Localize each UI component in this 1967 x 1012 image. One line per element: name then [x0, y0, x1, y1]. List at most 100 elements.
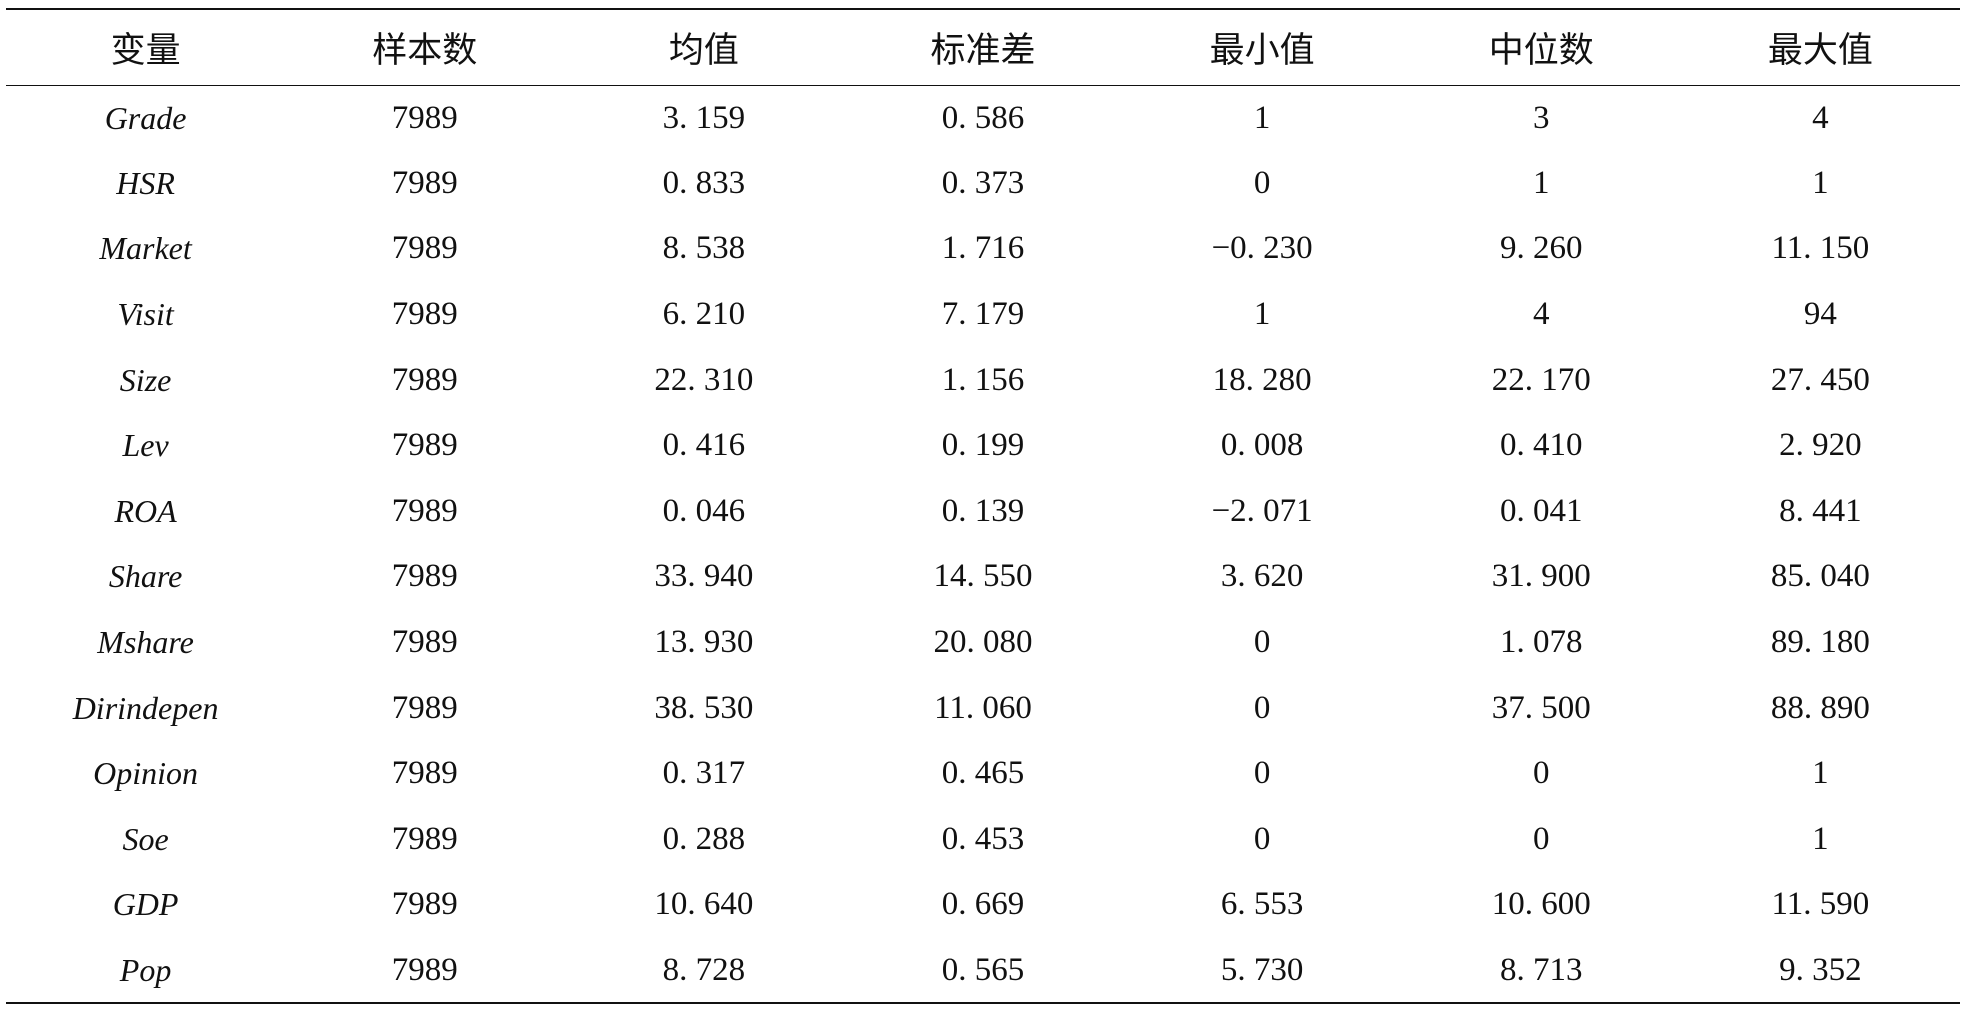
cell-variable: Size: [119, 361, 172, 398]
cell-max: 8. 441: [1779, 492, 1862, 529]
cell-min: 0: [1253, 689, 1271, 726]
stats-table: 变量 样本数 均值 标准差 最小值 中位数 最大值 Grade 7989 3. 15…: [6, 8, 1960, 1004]
cell-mean: 13. 930: [654, 624, 754, 661]
table-row: Share 7989 33. 940 14. 550 3. 620 31. 900 85. …: [6, 544, 1960, 610]
table-row: Market 7989 8. 538 1. 716 −0. 230 9. 260 11. 1…: [6, 216, 1960, 282]
cell-min: 0. 008: [1220, 427, 1304, 464]
cell-std-dev: 1. 716: [941, 230, 1025, 267]
cell-median: 3: [1533, 99, 1550, 136]
cell-variable: Pop: [119, 951, 172, 988]
cell-max: 11. 590: [1771, 886, 1870, 923]
cell-variable: Visit: [117, 296, 174, 333]
descriptive-statistics-table: 变量 样本数 均值 标准差 最小值 中位数 最大值 Grade 7989 3. 15…: [6, 8, 1960, 1004]
cell-mean: 6. 210: [662, 296, 746, 333]
cell-sample-size: 7989: [391, 689, 458, 726]
cell-std-dev: 0. 199: [941, 427, 1025, 464]
cell-std-dev: 0. 453: [941, 820, 1025, 857]
table-row: Lev 7989 0. 416 0. 199 0. 008 0. 410 2. 920: [6, 413, 1960, 479]
cell-sample-size: 7989: [391, 886, 458, 923]
cell-min: 1: [1253, 99, 1271, 136]
table-row: Size 7989 22. 310 1. 156 18. 280 22. 170 27. 4…: [6, 347, 1960, 413]
cell-max: 4: [1812, 99, 1829, 136]
cell-sample-size: 7989: [391, 296, 458, 333]
header-variable: 变量: [110, 30, 181, 71]
cell-max: 85. 040: [1770, 558, 1870, 595]
cell-variable: HSR: [116, 164, 175, 201]
cell-median: 0: [1533, 755, 1550, 792]
cell-min: −0. 230: [1211, 230, 1313, 267]
table-row: Grade 7989 3. 159 0. 586 1 3 4: [6, 85, 1960, 151]
table-row: Visit 7989 6. 210 7. 179 1 4 94: [6, 282, 1960, 348]
cell-variable: GDP: [112, 886, 179, 923]
header-max: 最大值: [1767, 30, 1873, 71]
cell-min: 1: [1253, 296, 1271, 333]
cell-mean: 33. 940: [654, 558, 754, 595]
cell-std-dev: 0. 669: [941, 886, 1025, 923]
cell-max: 88. 890: [1770, 689, 1870, 726]
header-sample-size: 样本数: [372, 30, 478, 71]
cell-sample-size: 7989: [391, 951, 458, 988]
cell-median: 1. 078: [1500, 624, 1583, 661]
table-row: Dirindepen 7989 38. 530 11. 060 0 37. 500 88. …: [6, 675, 1960, 741]
cell-median: 22. 170: [1491, 361, 1591, 398]
cell-sample-size: 7989: [391, 99, 458, 136]
table-row: Mshare 7989 13. 930 20. 080 0 1. 078 89. 180: [6, 610, 1960, 676]
cell-mean: 3. 159: [662, 99, 746, 136]
cell-mean: 8. 728: [662, 951, 746, 988]
cell-min: 6. 553: [1220, 886, 1304, 923]
cell-max: 2. 920: [1779, 427, 1862, 464]
cell-variable: ROA: [114, 492, 177, 529]
table-row: Soe 7989 0. 288 0. 453 0 0 1: [6, 807, 1960, 873]
cell-median: 0. 041: [1500, 492, 1583, 529]
cell-median: 8. 713: [1500, 951, 1583, 988]
cell-sample-size: 7989: [391, 558, 458, 595]
cell-mean: 0. 833: [662, 164, 746, 201]
cell-variable: Soe: [122, 820, 169, 857]
cell-max: 9. 352: [1779, 951, 1862, 988]
cell-median: 31. 900: [1491, 558, 1591, 595]
cell-variable: Opinion: [93, 755, 199, 792]
cell-max: 1: [1812, 164, 1829, 201]
cell-variable: Share: [108, 558, 183, 595]
cell-median: 9. 260: [1500, 230, 1583, 267]
cell-mean: 8. 538: [662, 230, 746, 267]
cell-min: 5. 730: [1220, 951, 1304, 988]
cell-median: 4: [1533, 296, 1550, 333]
cell-std-dev: 11. 060: [934, 689, 1032, 726]
cell-min: 0: [1253, 624, 1271, 661]
table-row: HSR 7989 0. 833 0. 373 0 1 1: [6, 151, 1960, 217]
cell-std-dev: 14. 550: [933, 558, 1033, 595]
cell-median: 10. 600: [1491, 886, 1591, 923]
cell-min: 18. 280: [1212, 361, 1312, 398]
cell-mean: 10. 640: [654, 886, 754, 923]
cell-std-dev: 20. 080: [933, 624, 1033, 661]
cell-min: 3. 620: [1220, 558, 1304, 595]
cell-std-dev: 7. 179: [941, 296, 1025, 333]
cell-sample-size: 7989: [391, 427, 458, 464]
cell-median: 0. 410: [1500, 427, 1583, 464]
cell-sample-size: 7989: [391, 624, 458, 661]
cell-std-dev: 1. 156: [941, 361, 1025, 398]
cell-mean: 0. 288: [662, 820, 746, 857]
cell-max: 1: [1812, 820, 1829, 857]
cell-sample-size: 7989: [391, 230, 458, 267]
cell-sample-size: 7989: [391, 755, 458, 792]
cell-std-dev: 0. 139: [941, 492, 1025, 529]
cell-sample-size: 7989: [391, 820, 458, 857]
cell-median: 0: [1533, 820, 1550, 857]
cell-sample-size: 7989: [391, 492, 458, 529]
table-row: ROA 7989 0. 046 0. 139 −2. 071 0. 041 8. 441: [6, 479, 1960, 545]
cell-min: 0: [1253, 164, 1271, 201]
cell-min: 0: [1253, 820, 1271, 857]
header-mean: 均值: [668, 30, 739, 71]
cell-mean: 38. 530: [654, 689, 754, 726]
header-row: 变量 样本数 均值 标准差 最小值 中位数 最大值: [6, 9, 1960, 85]
header-min: 最小值: [1209, 30, 1315, 71]
header-std-dev: 标准差: [930, 30, 1036, 71]
cell-min: 0: [1253, 755, 1271, 792]
cell-sample-size: 7989: [391, 164, 458, 201]
cell-mean: 0. 046: [662, 492, 746, 529]
cell-min: −2. 071: [1211, 492, 1313, 529]
cell-std-dev: 0. 465: [941, 755, 1025, 792]
cell-mean: 0. 317: [662, 755, 746, 792]
